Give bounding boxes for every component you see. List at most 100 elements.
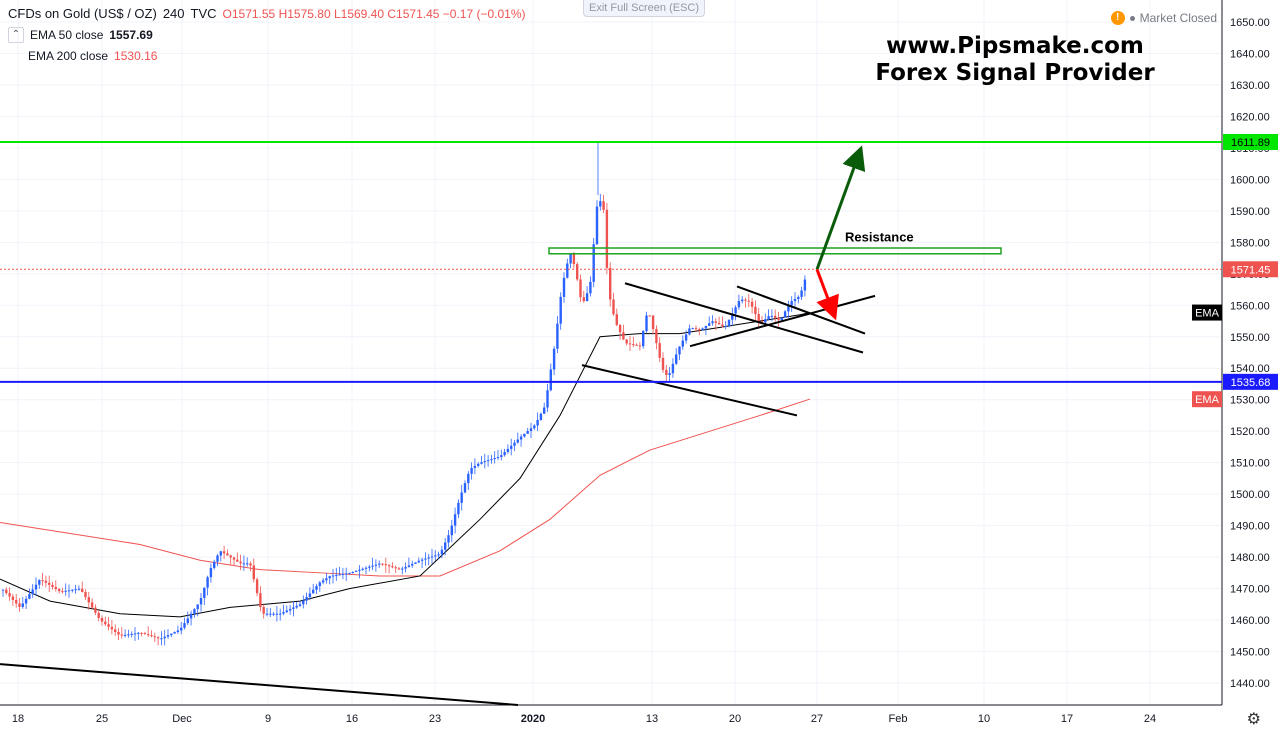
candle-body [249,563,252,566]
candle-body [420,559,424,561]
candle-body [510,445,513,449]
candle-body [15,599,18,604]
x-tick-label: 17 [1061,713,1073,725]
interval-label[interactable]: 240 [162,6,185,21]
candle-body [559,296,562,324]
candle-body [678,346,681,355]
candle-body [87,597,90,603]
time-axis [0,705,1279,729]
candle-body [668,373,671,376]
candle-body [450,525,453,536]
candle-body [523,433,526,437]
ema200-legend[interactable]: EMA 200 close 1530.16 [28,49,526,63]
candle-body [721,324,724,327]
candle-body [430,556,434,558]
candle-body [437,554,440,556]
candle-body [206,577,209,588]
open-value: O1571.55 [222,6,276,21]
brand-tagline: Forex Signal Provider [875,60,1155,86]
candle-body [516,439,519,443]
y-tick-label: 1530.00 [1230,395,1270,407]
ema50-value: 1557.69 [109,28,153,42]
candle-body [209,567,213,578]
price-axis [1222,0,1279,729]
candle-body [493,458,496,460]
candle-body [572,253,576,265]
resistance-zone [548,247,1002,255]
candle-body [312,589,315,594]
candle-body [308,593,312,598]
trendline [736,285,866,335]
ema200-tag-tag [1192,391,1222,408]
candle-body [222,551,226,554]
candle-body [691,328,694,330]
candle-body [203,587,206,598]
candle-body [1,589,5,591]
candle-body [229,555,232,558]
symbol-title[interactable]: CFDs on Gold (US$ / OZ) [8,6,157,21]
collapse-chevron-icon[interactable]: ⌃ [8,27,24,43]
candle-body [698,329,701,331]
candle-body [592,244,595,282]
y-tick-label: 1500.00 [1230,489,1270,501]
gear-icon[interactable]: ⚙ [1246,711,1261,728]
candle-body [490,459,493,461]
candle-body [599,201,602,207]
candle-body [156,637,160,639]
candle-body [632,344,635,346]
exit-fullscreen-button[interactable]: Exit Full Screen (ESC) [583,0,705,17]
candle-body [717,322,721,325]
candle-body [741,299,744,302]
candle-body [364,567,368,569]
candle-body [232,557,236,560]
candle-body [790,301,793,306]
candle-body [628,343,632,345]
candle-body [483,461,486,463]
candle-body [467,473,470,484]
candle-body [166,635,170,637]
candle-body [239,561,242,564]
x-tick-label: 2020 [521,713,545,725]
candle-body [658,343,661,358]
candle-body [328,576,331,579]
candle-body [325,578,328,581]
candle-body [539,413,543,420]
candle-body [180,627,183,631]
candle-body [196,604,199,610]
candle-body [140,632,143,634]
candle-body [374,564,378,566]
candle-body [288,608,292,611]
candle-body [701,328,704,331]
candle-body [602,201,605,210]
candle-body [635,344,638,346]
candle-body [153,636,156,638]
candle-body [671,363,675,374]
candle-body [77,588,81,590]
candle-body [546,390,549,408]
candle-body [764,319,767,323]
x-tick-label: 13 [646,713,658,725]
ema50-tag-label: EMA [1195,308,1220,320]
candle-body [51,584,54,587]
ema50-legend[interactable]: ⌃ EMA 50 close 1557.69 [8,27,526,43]
candle-body [186,618,189,624]
candle-body [645,315,648,332]
candle-body [354,570,358,572]
candle-body [338,574,341,576]
candle-body [394,567,397,569]
y-tick-label: 1560.00 [1230,300,1270,312]
candle-body [651,315,655,330]
candle-body [285,610,288,613]
candle-body [750,301,754,307]
candle-body [661,357,665,370]
candle-body [767,316,770,320]
source-label: TVC [190,6,217,21]
x-tick-label: 23 [429,713,441,725]
change-value: −0.17 (−0.01%) [442,6,526,21]
candle-body [589,281,592,294]
candle-body [787,305,790,312]
candle-body [123,634,127,636]
candle-body [754,306,757,315]
candle-body [737,301,741,308]
